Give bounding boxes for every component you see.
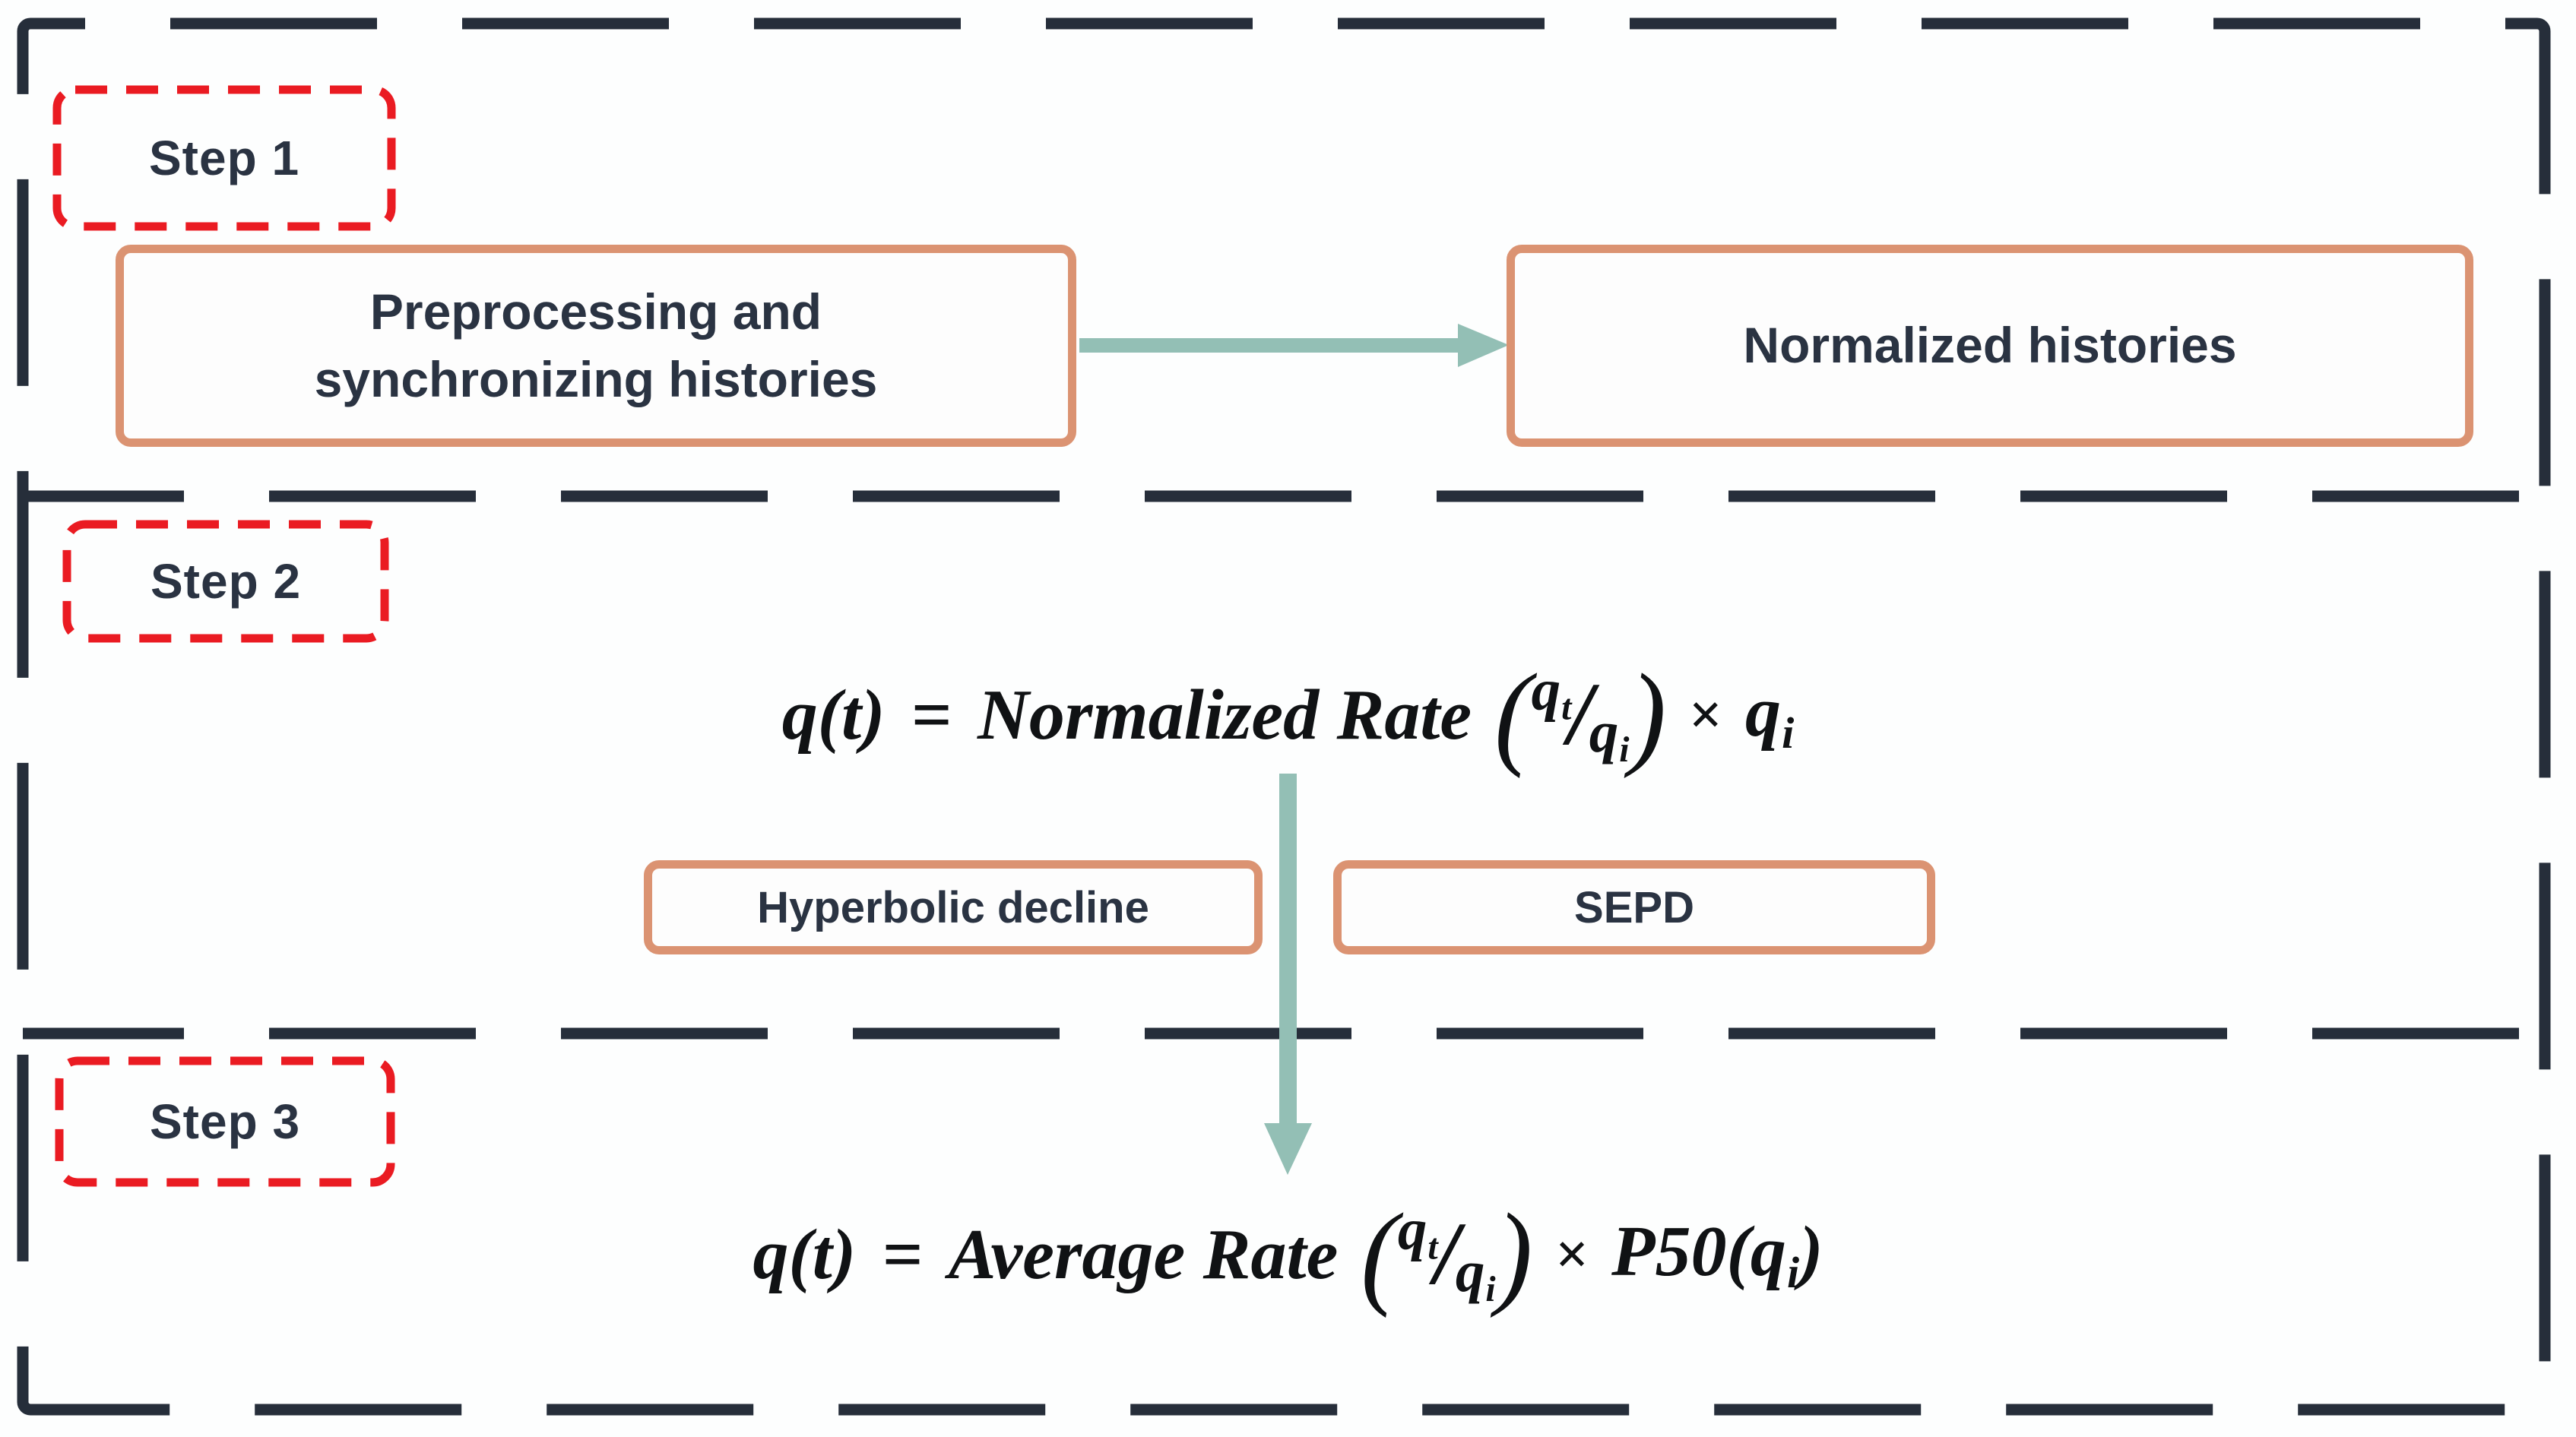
step3-formula-tail: P50(qi) bbox=[1611, 1211, 1823, 1298]
sepd-label: SEPD bbox=[1574, 882, 1694, 932]
ratio-numerator: qt bbox=[1398, 1196, 1438, 1268]
step2-formula-times: × bbox=[1689, 682, 1722, 747]
arrow-right-shaft bbox=[1079, 338, 1458, 353]
tail-post: ) bbox=[1799, 1211, 1823, 1291]
step3-formula-equals: = bbox=[882, 1214, 923, 1294]
denominator-sub: i bbox=[1619, 730, 1630, 771]
step2-formula-tail: qi bbox=[1745, 671, 1794, 758]
step3-ratio-group: ( qt / qi ) bbox=[1361, 1189, 1533, 1318]
step2-formula-equals: = bbox=[911, 675, 952, 755]
step2-formula-lhs: q(t) bbox=[781, 675, 886, 755]
step1-badge-label: Step 1 bbox=[148, 131, 300, 185]
denominator-q: q bbox=[1589, 699, 1619, 765]
close-paren: ) bbox=[1629, 649, 1667, 779]
tail-pre: P50( bbox=[1611, 1211, 1751, 1291]
tail-q: q bbox=[1750, 1211, 1786, 1291]
tail-sub: i bbox=[1782, 708, 1795, 758]
arrow-down-shaft bbox=[1279, 774, 1297, 1125]
tail-sub: i bbox=[1787, 1248, 1800, 1298]
ratio-denominator: qi bbox=[1456, 1238, 1496, 1310]
denominator-sub: i bbox=[1485, 1269, 1496, 1310]
arrow-right-head bbox=[1458, 324, 1509, 367]
step3-formula-name: Average Rate bbox=[948, 1214, 1339, 1294]
numerator-q: q bbox=[1397, 1196, 1427, 1262]
close-paren: ) bbox=[1495, 1189, 1533, 1318]
numerator-q: q bbox=[1531, 657, 1561, 723]
step2-ratio-group: ( qt / qi ) bbox=[1494, 649, 1667, 779]
arrow-down-head bbox=[1264, 1123, 1312, 1175]
step2-badge-label: Step 2 bbox=[150, 554, 302, 609]
step3-formula-times: × bbox=[1555, 1221, 1589, 1287]
preprocessing-box: Preprocessing and synchronizing historie… bbox=[116, 245, 1076, 447]
step2-formula: q(t) = Normalized Rate ( qt / qi ) × qi bbox=[0, 644, 2576, 785]
ratio-slash: / bbox=[1434, 1204, 1459, 1303]
numerator-sub: t bbox=[1427, 1227, 1438, 1268]
step2-badge-outline bbox=[62, 520, 389, 643]
arrow-down-icon bbox=[1264, 774, 1312, 1175]
denominator-q: q bbox=[1455, 1239, 1485, 1305]
step3-formula-lhs: q(t) bbox=[753, 1214, 857, 1294]
normalized-histories-box: Normalized histories bbox=[1507, 245, 2473, 447]
step3-badge-outline bbox=[55, 1056, 395, 1187]
step2-formula-name: Normalized Rate bbox=[977, 675, 1472, 755]
normalized-histories-label: Normalized histories bbox=[1743, 317, 2237, 374]
hyperbolic-decline-label: Hyperbolic decline bbox=[757, 882, 1149, 932]
hyperbolic-decline-box: Hyperbolic decline bbox=[644, 860, 1263, 954]
outer-dashed-frame bbox=[17, 17, 2551, 1416]
sepd-box: SEPD bbox=[1333, 860, 1935, 954]
arrow-right-icon bbox=[1079, 324, 1509, 367]
tail-q: q bbox=[1744, 672, 1781, 752]
open-paren: ( bbox=[1494, 649, 1532, 779]
preprocessing-box-line1: Preprocessing and bbox=[369, 283, 822, 340]
ratio-denominator: qi bbox=[1589, 698, 1630, 771]
step1-badge-outline bbox=[52, 85, 396, 231]
open-paren: ( bbox=[1361, 1189, 1398, 1318]
ratio-slash: / bbox=[1567, 664, 1593, 764]
ratio-numerator: qt bbox=[1532, 657, 1572, 729]
step3-formula: q(t) = Average Rate ( qt / qi ) × P50(qi… bbox=[0, 1184, 2576, 1325]
preprocessing-box-line2: synchronizing histories bbox=[314, 351, 878, 407]
numerator-sub: t bbox=[1561, 687, 1572, 728]
step3-badge-label: Step 3 bbox=[149, 1094, 301, 1149]
